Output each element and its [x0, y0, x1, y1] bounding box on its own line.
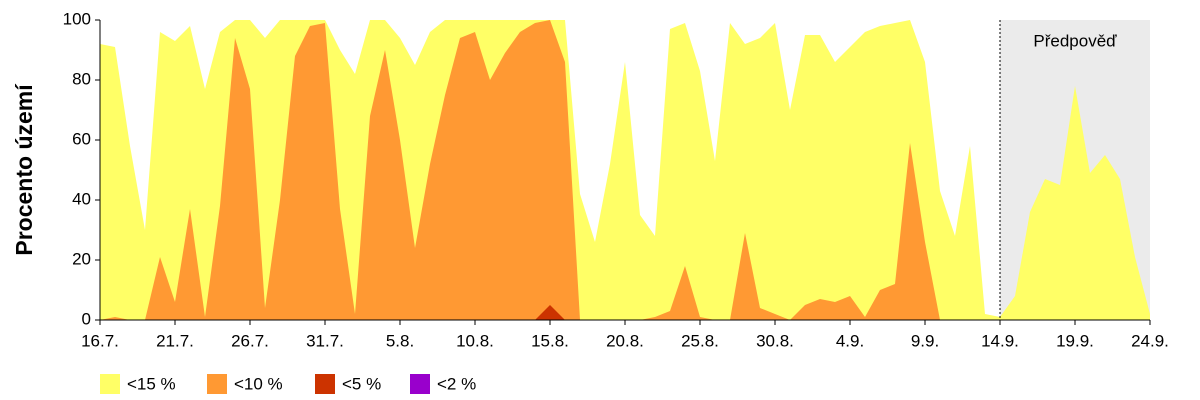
legend-label: <10 %: [234, 374, 283, 393]
x-tick-label: 24.9.: [1131, 331, 1169, 350]
legend-swatch: [410, 374, 430, 394]
y-tick-label: 0: [82, 309, 91, 328]
legend-swatch: [315, 374, 335, 394]
x-tick-label: 21.7.: [156, 331, 194, 350]
x-tick-label: 4.9.: [836, 331, 864, 350]
y-tick-label: 80: [72, 69, 91, 88]
x-tick-label: 5.8.: [386, 331, 414, 350]
legend-label: <15 %: [127, 374, 176, 393]
y-tick-label: 60: [72, 129, 91, 148]
legend-swatch: [207, 374, 227, 394]
x-tick-label: 9.9.: [911, 331, 939, 350]
y-axis-label: Procento území: [11, 83, 37, 256]
x-tick-label: 14.9.: [981, 331, 1019, 350]
x-tick-label: 15.8.: [531, 331, 569, 350]
x-tick-label: 31.7.: [306, 331, 344, 350]
legend-label: <2 %: [437, 374, 476, 393]
x-tick-label: 26.7.: [231, 331, 269, 350]
y-tick-label: 40: [72, 189, 91, 208]
x-tick-label: 19.9.: [1056, 331, 1094, 350]
legend-label: <5 %: [342, 374, 381, 393]
area: [100, 20, 1000, 320]
legend-swatch: [100, 374, 120, 394]
area: [100, 305, 1000, 320]
x-tick-label: 10.8.: [456, 331, 494, 350]
y-tick-label: 100: [63, 9, 91, 28]
x-tick-label: 20.8.: [606, 331, 644, 350]
x-tick-label: 30.8.: [756, 331, 794, 350]
x-tick-label: 25.8.: [681, 331, 719, 350]
y-tick-label: 20: [72, 249, 91, 268]
annotation: Předpověď: [1033, 31, 1117, 50]
x-tick-label: 16.7.: [81, 331, 119, 350]
